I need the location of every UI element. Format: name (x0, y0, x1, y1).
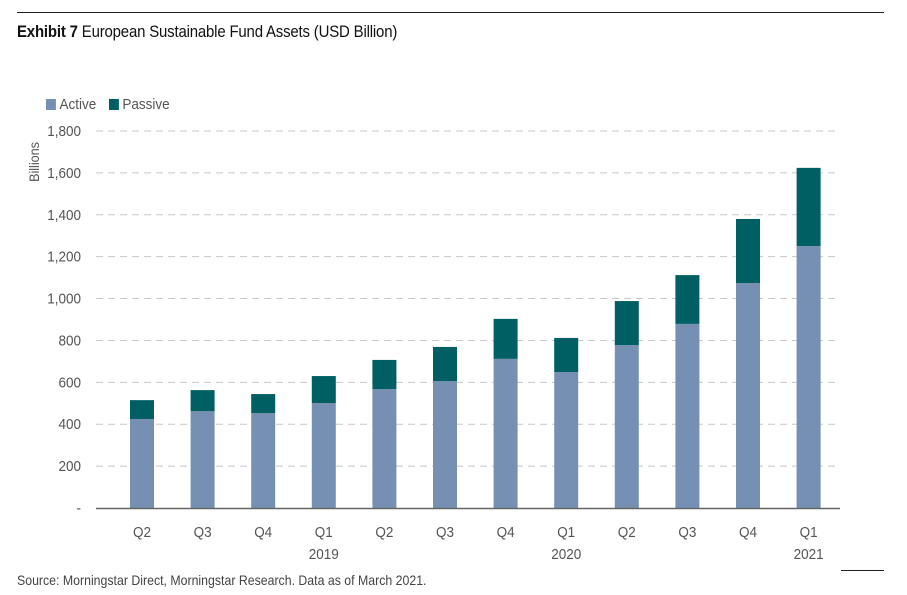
x-tick-label: Q4 (254, 524, 272, 541)
y-tick-label: 1,000 (47, 291, 81, 308)
top-rule (17, 12, 884, 13)
y-tick-labels: - 200 400 600 800 1,000 1,200 1,400 1,600 1,800 (47, 123, 81, 517)
bar-active (796, 245, 821, 509)
x-year-label: 2021 (794, 546, 824, 563)
x-tick-label: Q3 (194, 524, 212, 541)
bar-active (554, 372, 579, 508)
bars (130, 167, 821, 509)
bar-active (675, 323, 700, 508)
bar-passive (311, 376, 336, 404)
legend-item-passive: Passive (108, 96, 170, 113)
bar-passive (675, 275, 700, 324)
y-axis-label: Billions (26, 142, 42, 182)
x-tick-label: Q4 (739, 524, 757, 541)
legend-label-passive: Passive (122, 96, 170, 113)
bar-passive (190, 390, 215, 412)
bar-passive (554, 337, 579, 373)
bar-active (493, 358, 518, 508)
bar-passive (130, 400, 154, 419)
legend-swatch-passive (108, 99, 119, 110)
gridlines (96, 130, 840, 467)
y-tick-label: 1,600 (47, 165, 81, 182)
bar-passive (372, 359, 397, 390)
y-tick-label: 400 (59, 417, 82, 434)
legend-item-active: Active (46, 96, 96, 113)
bar-active (130, 418, 154, 508)
y-tick-label: 1,200 (47, 249, 81, 266)
chart-title: Exhibit 7 European Sustainable Fund Asse… (17, 22, 397, 42)
x-tick-label: Q2 (375, 524, 393, 541)
y-tick-label: 200 (59, 458, 82, 475)
bar-passive (493, 318, 518, 359)
y-tick-label: - (77, 500, 82, 517)
bar-passive (614, 301, 639, 346)
bar-active (311, 403, 336, 508)
y-tick-label: 600 (59, 375, 82, 392)
x-tick-label: Q2 (133, 524, 151, 541)
bar-active (251, 413, 276, 508)
bar-active (433, 381, 457, 508)
x-tick-label: Q3 (436, 524, 454, 541)
x-tick-label: Q3 (678, 524, 696, 541)
x-year-label: 2019 (309, 546, 339, 563)
x-tick-label: Q1 (800, 524, 818, 541)
bar-passive (796, 167, 821, 246)
bar-active (190, 411, 215, 508)
bottom-rule (841, 570, 884, 571)
y-tick-label: 1,800 (47, 123, 81, 140)
x-tick-label: Q1 (557, 524, 575, 541)
x-tick-labels: Q2 Q3 Q4 Q1 2019 Q2 Q3 Q4 Q1 2020 Q2 Q3 Q4 Q1 2021 (133, 524, 824, 563)
source-note: Source: Morningstar Direct, Morningstar … (17, 572, 427, 588)
x-tick-label: Q2 (618, 524, 636, 541)
bar-active (736, 283, 760, 508)
y-tick-label: 1,400 (47, 207, 81, 224)
bar-passive (251, 394, 276, 414)
legend-label-active: Active (59, 96, 97, 113)
x-tick-label: Q4 (497, 524, 515, 541)
y-tick-label: 800 (59, 333, 82, 350)
bar-active (614, 345, 639, 508)
bar-active (372, 389, 397, 508)
x-year-label: 2020 (551, 546, 581, 563)
x-tick-label: Q1 (315, 524, 333, 541)
exhibit-label: Exhibit 7 (17, 22, 78, 41)
legend-swatch-active (46, 99, 56, 110)
legend: Active Passive (46, 96, 182, 113)
bar-passive (433, 346, 457, 382)
chart-title-text: European Sustainable Fund Assets (USD Bi… (81, 22, 398, 41)
bar-passive (736, 218, 760, 284)
